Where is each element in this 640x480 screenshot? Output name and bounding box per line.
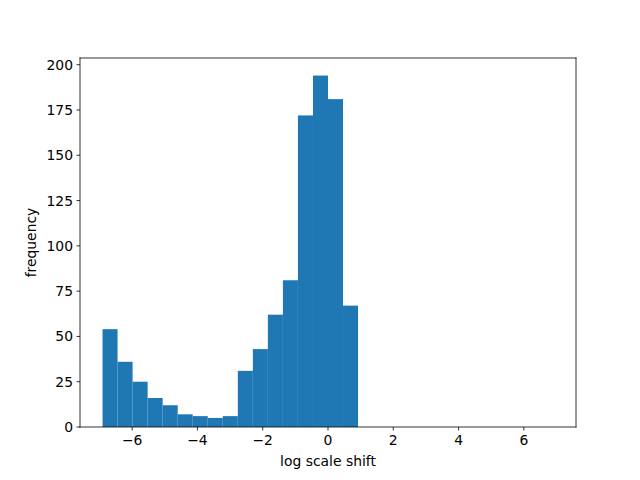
y-tick (77, 109, 81, 110)
x-tick (328, 427, 329, 431)
bar (208, 418, 223, 427)
x-axis-label: log scale shift (280, 453, 376, 469)
bar (223, 416, 238, 427)
y-tick (77, 155, 81, 156)
y-tick-label: 150 (46, 147, 73, 163)
bar (118, 362, 133, 427)
bar (328, 99, 343, 427)
y-tick-label: 75 (55, 283, 73, 299)
bar (343, 306, 358, 427)
x-tick (523, 427, 524, 431)
x-tick (132, 427, 133, 431)
x-tick-label: −4 (187, 432, 208, 448)
bar (268, 315, 283, 427)
bar (253, 349, 268, 427)
bar (133, 382, 148, 427)
x-tick (197, 427, 198, 431)
x-tick (262, 427, 263, 431)
bar (313, 76, 328, 427)
bar (163, 405, 178, 427)
spine (80, 58, 576, 59)
y-tick-label: 25 (55, 374, 73, 390)
x-tick-label: −6 (122, 432, 142, 448)
y-tick-label: 50 (55, 328, 73, 344)
x-tick-label: 0 (324, 432, 333, 448)
y-axis-label: frequency (23, 208, 39, 278)
y-tick (77, 427, 81, 428)
bar (238, 371, 253, 427)
x-tick (458, 427, 459, 431)
x-tick-label: −2 (252, 432, 272, 448)
y-tick (77, 291, 81, 292)
x-tick-label: 2 (389, 432, 398, 448)
spine (80, 58, 81, 427)
background (0, 0, 640, 480)
y-tick (77, 336, 81, 337)
bar (298, 115, 313, 427)
x-tick (393, 427, 394, 431)
bar (148, 398, 163, 427)
y-tick (77, 200, 81, 201)
bar (178, 414, 193, 427)
y-tick (77, 64, 81, 65)
x-tick-label: 4 (454, 432, 463, 448)
bar (193, 416, 208, 427)
y-tick-label: 200 (46, 57, 73, 73)
y-tick-label: 0 (64, 419, 73, 435)
y-tick-label: 100 (46, 238, 73, 254)
spine (576, 58, 577, 427)
y-tick (77, 381, 81, 382)
bar (283, 280, 298, 427)
bars (103, 76, 359, 427)
y-tick-label: 175 (46, 102, 73, 118)
y-tick-label: 125 (46, 193, 73, 209)
chart: −6 −4 −2 0 2 4 6 0 25 50 75 100 125 150 175 200 log scal… (0, 0, 640, 480)
x-tick-label: 6 (519, 432, 528, 448)
bar (103, 329, 118, 427)
y-tick (77, 245, 81, 246)
